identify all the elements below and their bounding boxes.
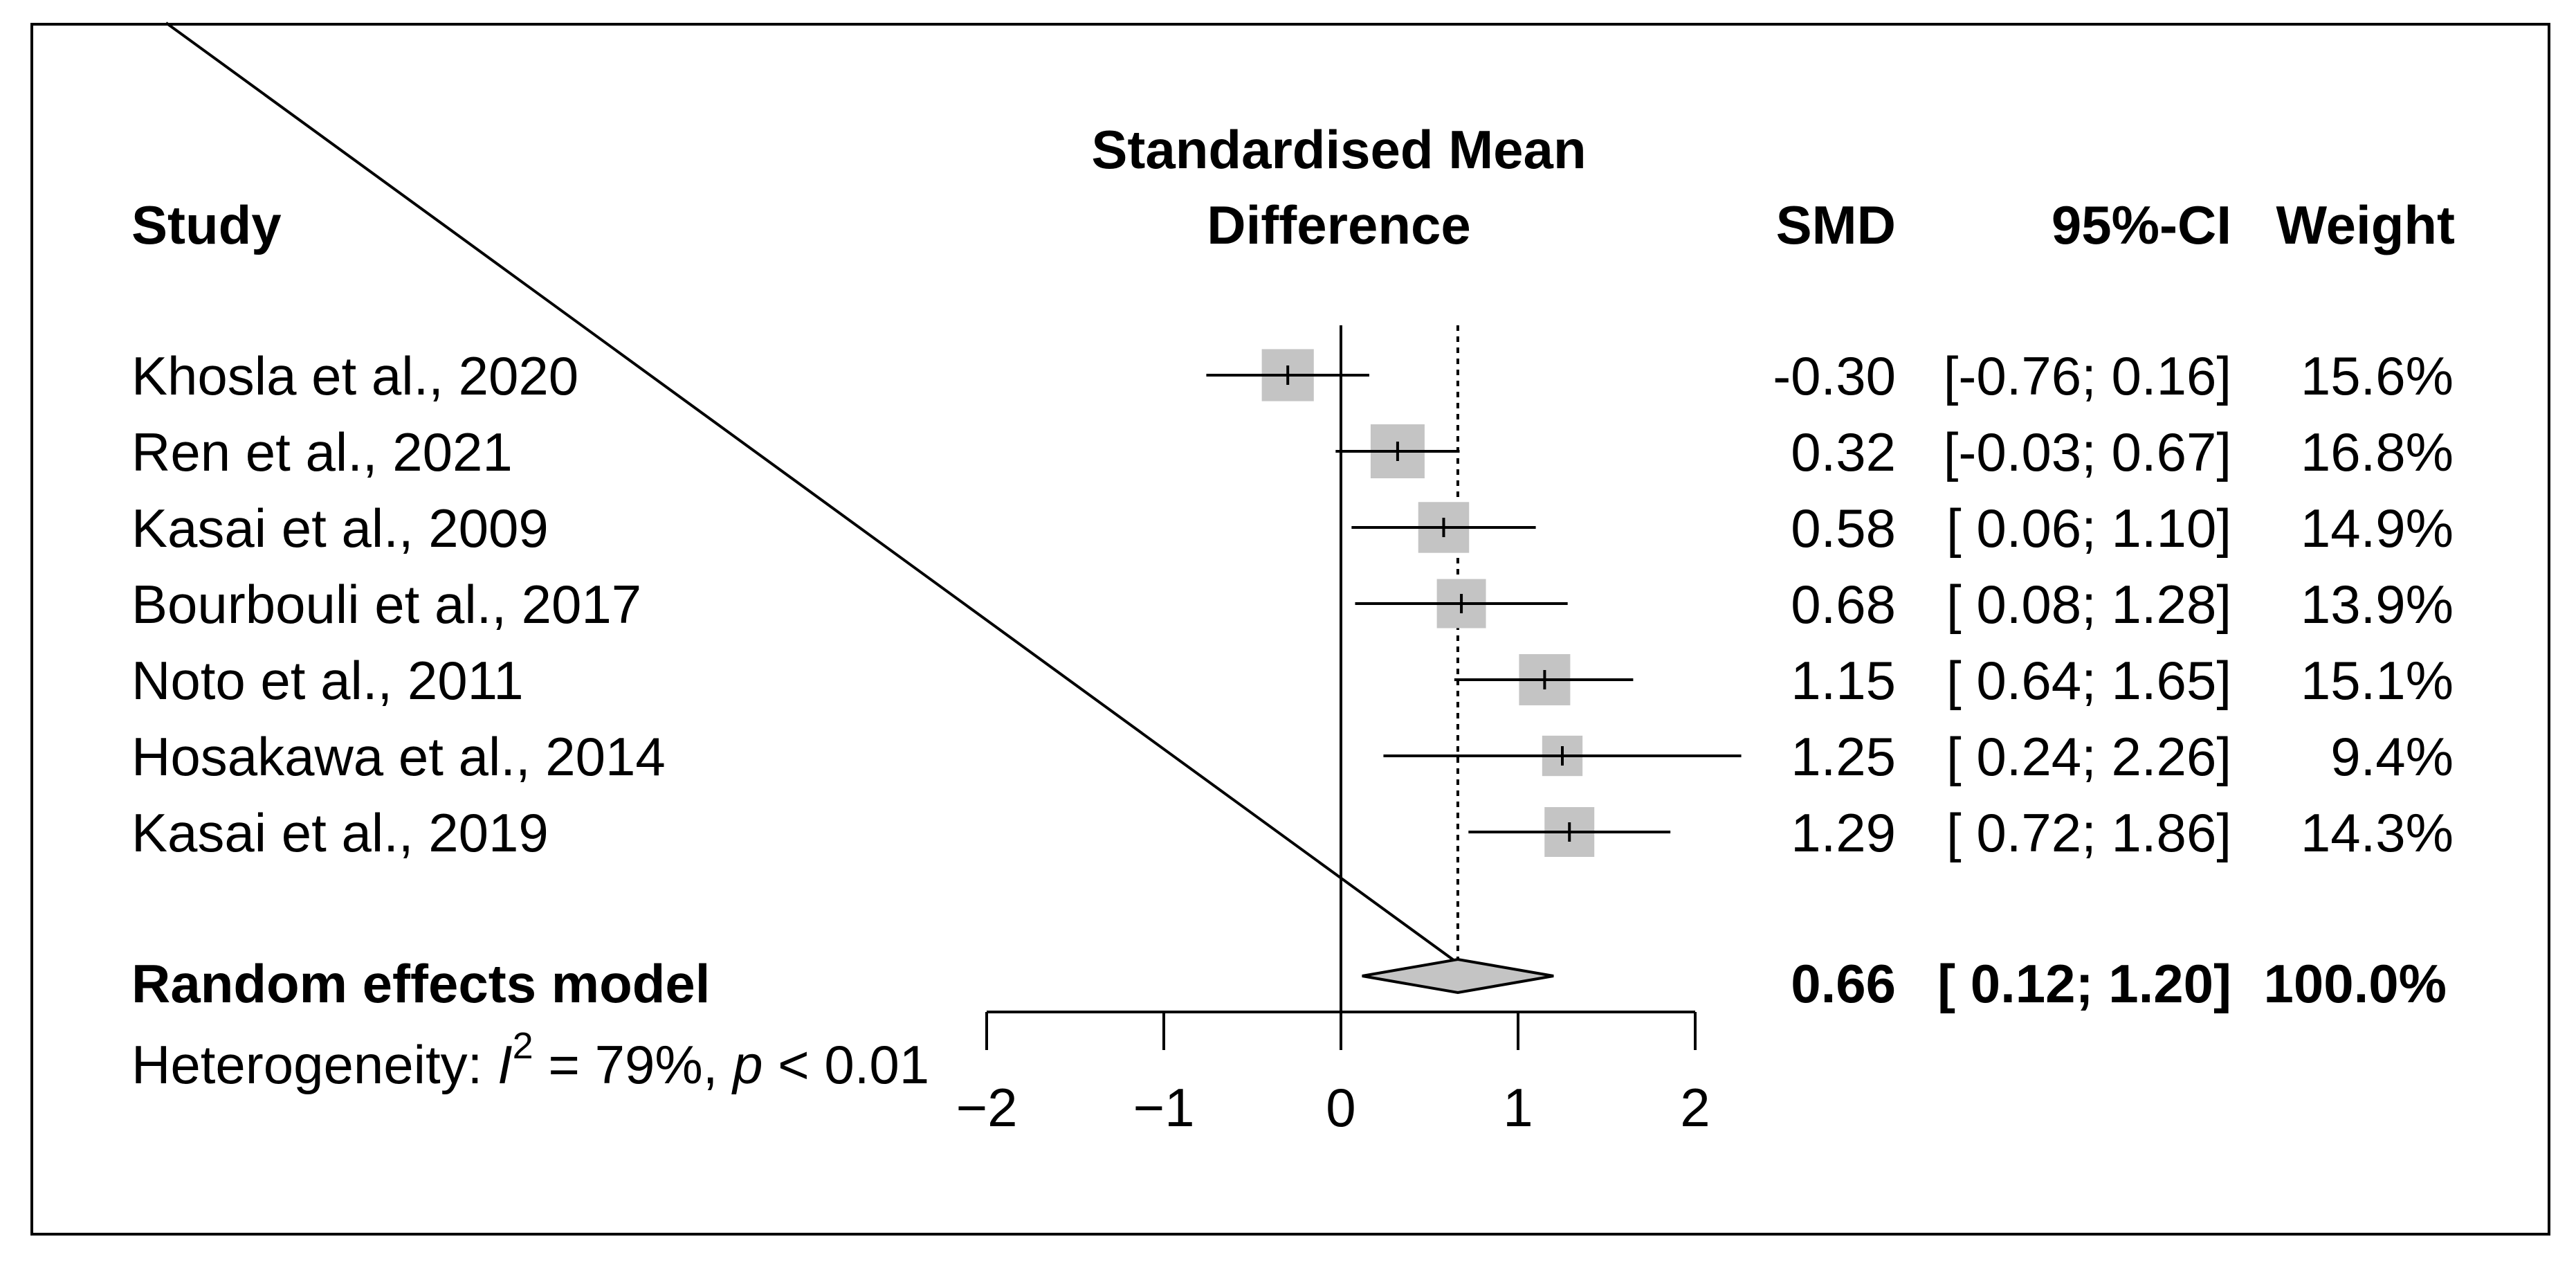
- study-label: Noto et al., 2011: [131, 650, 524, 711]
- heterogeneity-text: Heterogeneity: I2 = 79%, p < 0.01: [131, 1025, 929, 1095]
- forest-marks: Khosla et al., 2020 -0.30 [-0.76; 0.16] 15.…: [131, 325, 2454, 1138]
- study-weight: 9.4%: [2330, 726, 2454, 787]
- study-weight: 14.3%: [2301, 802, 2454, 863]
- study-weight: 16.8%: [2301, 422, 2454, 482]
- study-weight: 13.9%: [2301, 574, 2454, 635]
- heterogeneity-prefix: Heterogeneity:: [131, 1034, 497, 1095]
- study-smd: -0.30: [1773, 345, 1896, 406]
- study-ci: [ 0.72; 1.86]: [1946, 802, 2231, 863]
- summary-diamond: [1362, 957, 1554, 995]
- header-ci: 95%-CI: [2052, 195, 2231, 255]
- study-smd: 1.15: [1791, 650, 1896, 711]
- summary-weight: 100.0%: [2263, 953, 2447, 1014]
- study-ci: [ 0.06; 1.10]: [1946, 498, 2231, 559]
- x-axis-tick-label: −1: [1133, 1077, 1195, 1138]
- study-smd: 0.58: [1791, 498, 1896, 559]
- study-smd: 0.68: [1791, 574, 1896, 635]
- heterogeneity-value: = 79%,: [533, 1034, 733, 1095]
- study-smd: 1.29: [1791, 802, 1896, 863]
- study-label: Kasai et al., 2019: [131, 802, 549, 863]
- header-effect-line2: Difference: [1207, 195, 1470, 255]
- header-smd: SMD: [1776, 195, 1896, 255]
- heterogeneity-p-symbol: p: [731, 1034, 762, 1095]
- study-ci: [ 0.08; 1.28]: [1946, 574, 2231, 635]
- summary-ci: [ 0.12; 1.20]: [1937, 953, 2231, 1014]
- study-smd: 1.25: [1791, 726, 1896, 787]
- study-ci: [-0.76; 0.16]: [1944, 345, 2231, 406]
- heterogeneity-p-value: < 0.01: [762, 1034, 929, 1095]
- study-ci: [ 0.24; 2.26]: [1946, 726, 2231, 787]
- study-weight: 15.6%: [2301, 345, 2454, 406]
- header-effect-line1: Standardised Mean: [1091, 119, 1586, 180]
- header-study: Study: [131, 195, 282, 255]
- study-label: Bourbouli et al., 2017: [131, 574, 641, 635]
- study-label: Kasai et al., 2009: [131, 498, 549, 559]
- summary-label: Random effects model: [131, 953, 710, 1014]
- x-axis-tick-label: 1: [1503, 1077, 1533, 1138]
- study-weight: 14.9%: [2301, 498, 2454, 559]
- study-smd: 0.32: [1791, 422, 1896, 482]
- figure-frame: [30, 23, 2550, 1236]
- study-ci: [ 0.64; 1.65]: [1946, 650, 2231, 711]
- header-weight: Weight: [2276, 195, 2455, 255]
- summary-smd: 0.66: [1791, 953, 1896, 1014]
- x-axis-tick-label: −2: [956, 1077, 1018, 1138]
- x-axis-tick-label: 2: [1680, 1077, 1710, 1138]
- study-label: Khosla et al., 2020: [131, 345, 578, 406]
- heterogeneity-superscript: 2: [513, 1025, 533, 1067]
- study-label: Hosakawa et al., 2014: [131, 726, 666, 787]
- study-ci: [-0.03; 0.67]: [1944, 422, 2231, 482]
- x-axis-tick-label: 0: [1326, 1077, 1355, 1138]
- study-weight: 15.1%: [2301, 650, 2454, 711]
- heterogeneity-symbol: I: [497, 1034, 513, 1095]
- study-label: Ren et al., 2021: [131, 422, 513, 482]
- diagonal-overlay-line: [165, 21, 1458, 964]
